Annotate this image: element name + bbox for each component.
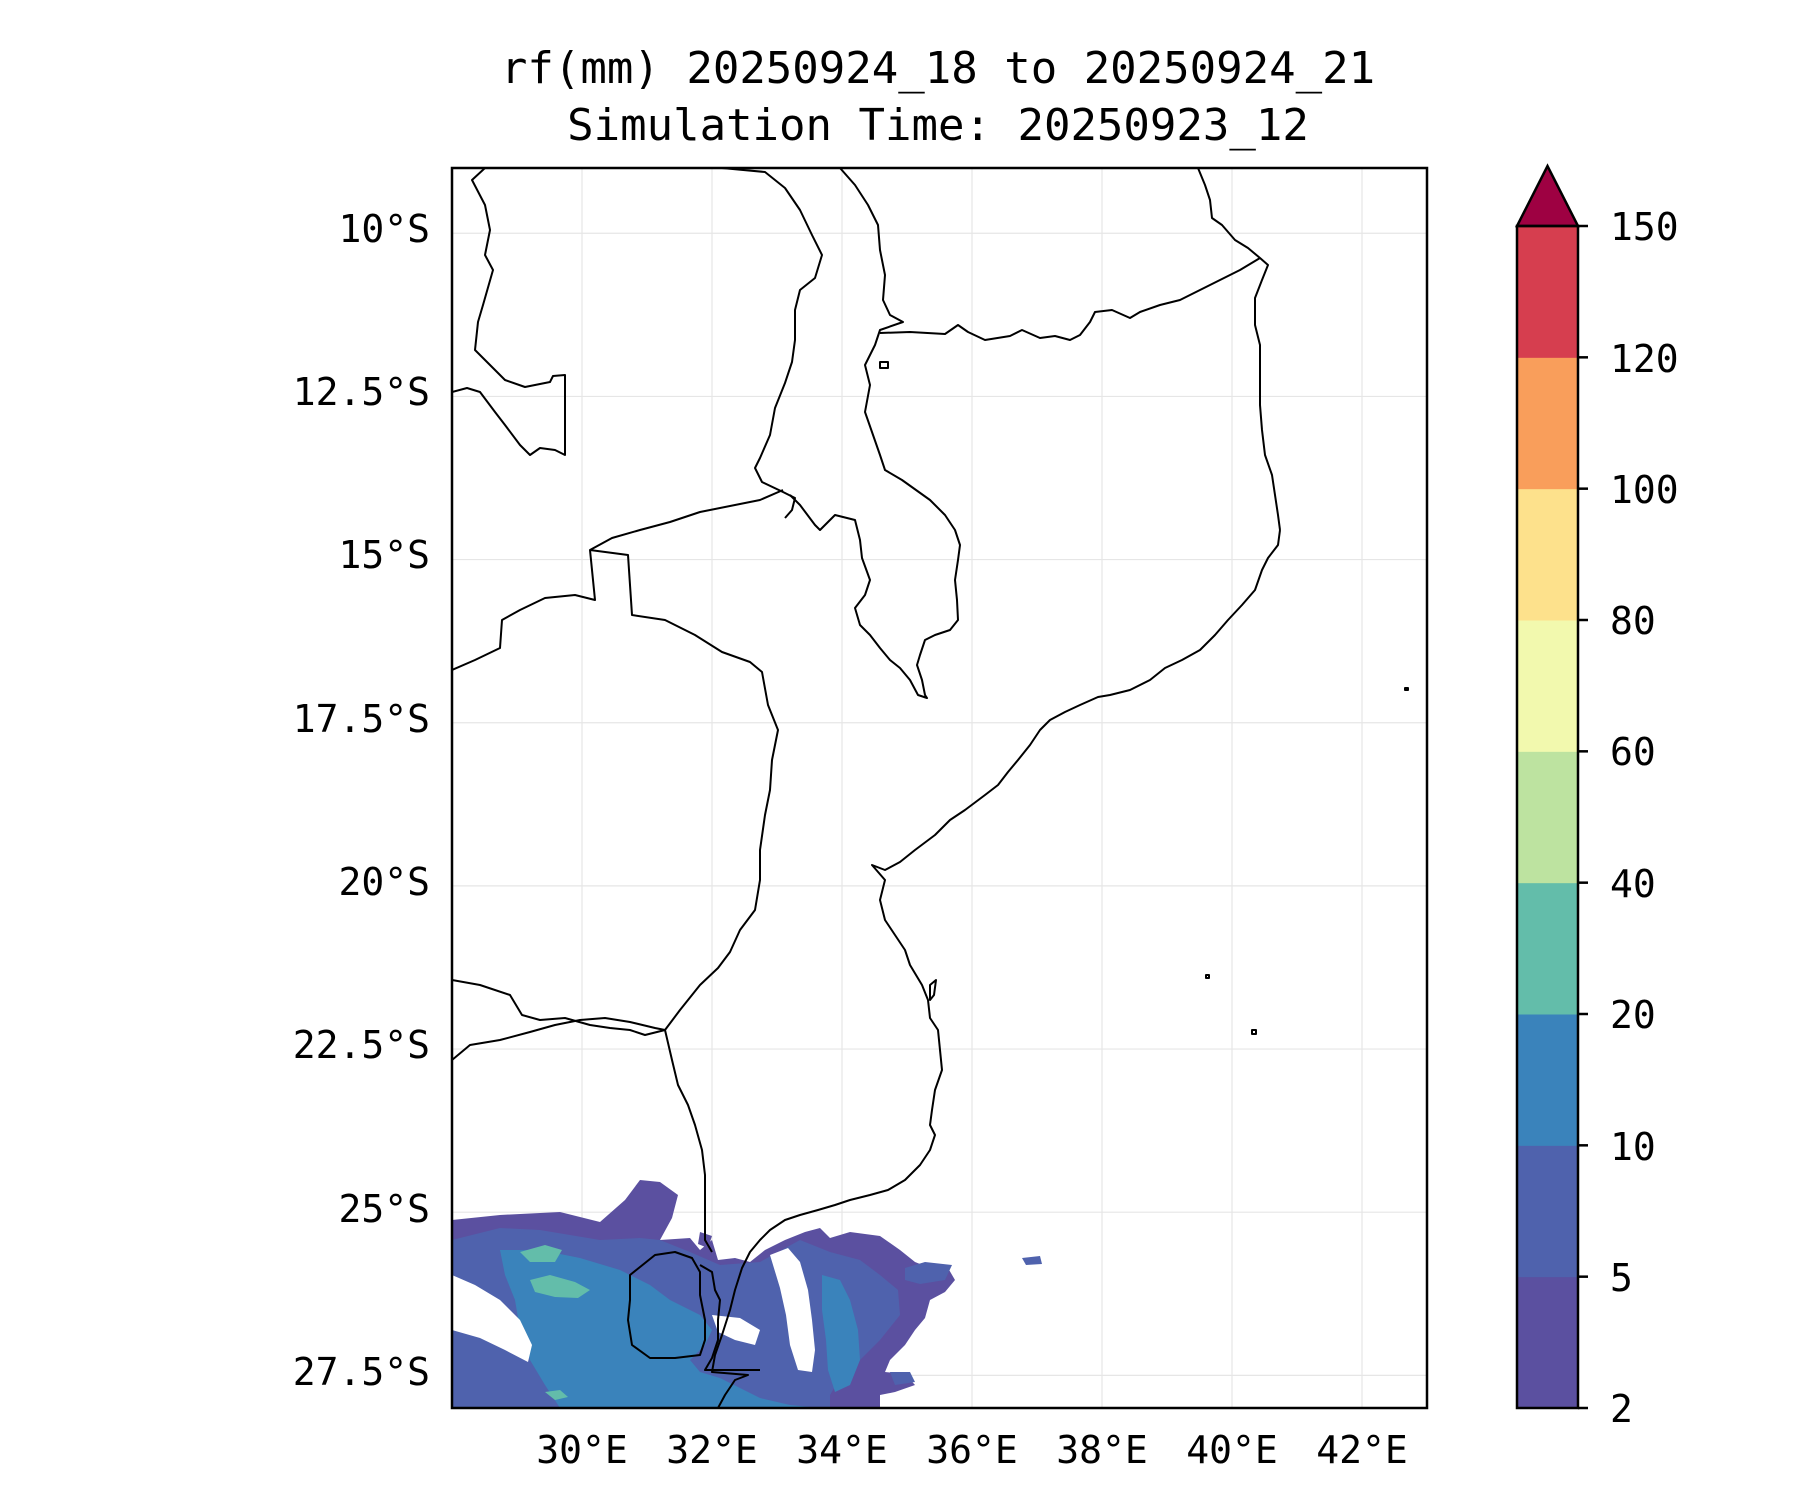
colorbar-label-120: 120 — [1610, 337, 1679, 381]
bassas-da-india-dot — [1205, 974, 1210, 979]
rainfall-field — [452, 1180, 1042, 1408]
lat-label-20s: 20°S — [338, 860, 430, 904]
rainfall-dry-central-pocket — [770, 1248, 815, 1372]
lon-label-38e: 38°E — [1056, 1428, 1148, 1472]
lat-label-15s: 15°S — [338, 533, 430, 577]
colorbar-band — [1517, 1014, 1578, 1146]
lat-label-25s: 25°S — [338, 1187, 430, 1231]
coast-mozambique — [711, 529, 1281, 1408]
lon-label-42e: 42°E — [1316, 1428, 1408, 1472]
colorbar-ticks — [1578, 224, 1588, 1410]
colorbar-label-2: 2 — [1610, 1387, 1633, 1431]
rainfall-colorbar: 2 5 10 20 40 60 80 100 120 150 — [1514, 163, 1679, 1431]
colorbar-frame — [1515, 224, 1580, 1410]
rainfall-blob-1 — [905, 1262, 952, 1284]
coastlines-and-borders — [452, 168, 1409, 1408]
comoros-dot — [1404, 687, 1409, 691]
colorbar-bands — [1517, 226, 1578, 1409]
colorbar-label-150: 150 — [1610, 205, 1679, 249]
colorbar-extend-arrow — [1514, 163, 1581, 228]
colorbar-band — [1517, 882, 1578, 1015]
rainfall-core-20-40mm-a — [520, 1245, 562, 1262]
border-tanzania-zambia-malawi — [721, 168, 823, 519]
border-zimbabwe-mozambique — [589, 549, 779, 1031]
lat-label-27-5s: 27.5°S — [293, 1350, 430, 1394]
colorbar-label-60: 60 — [1610, 730, 1656, 774]
map-panel: 10°S 12.5°S 15°S 17.5°S 20°S 22.5°S 25°S… — [293, 166, 1429, 1472]
rainfall-dry-lowveld-pocket — [712, 1315, 760, 1345]
border-south-africa-mozambique-south — [699, 1264, 760, 1371]
colorbar-band — [1517, 620, 1578, 752]
lon-label-30e: 30°E — [536, 1428, 628, 1472]
lat-label-12-5s: 12.5°S — [293, 370, 430, 414]
rainfall-blob-3 — [890, 1372, 915, 1385]
colorbar-band — [1517, 488, 1578, 621]
lat-label-10s: 10°S — [338, 207, 430, 251]
border-botswana-zimbabwe — [452, 979, 666, 1036]
colorbar-label-5: 5 — [1610, 1256, 1633, 1300]
map-title-line-1: rf(mm) 20250924_18 to 20250924_21 — [501, 43, 1375, 94]
border-eswatini — [627, 1251, 706, 1359]
colorbar-band — [1517, 751, 1578, 884]
lon-label-36e: 36°E — [926, 1428, 1018, 1472]
colorbar-band — [1517, 226, 1578, 358]
lat-label-17-5s: 17.5°S — [293, 697, 430, 741]
rainfall-dry-west-pocket — [452, 1275, 532, 1362]
coast-tanzania — [1197, 168, 1281, 531]
rainfall-core-20-40mm-c — [545, 1390, 568, 1400]
border-zambia-malawi-mozambique — [452, 489, 784, 671]
lake-malawi-island-dot — [879, 361, 889, 369]
europa-island-dot — [1251, 1029, 1257, 1035]
colorbar-label-80: 80 — [1610, 599, 1656, 643]
lat-label-22-5s: 22.5°S — [293, 1023, 430, 1067]
colorbar-band — [1517, 1276, 1578, 1409]
border-malawi-east — [789, 168, 961, 699]
border-tanzania-mozambique — [879, 257, 1261, 341]
lon-label-32e: 32°E — [666, 1428, 758, 1472]
bazaruto-island — [929, 979, 937, 1001]
colorbar-label-40: 40 — [1610, 862, 1656, 906]
rainfall-core-20-40mm-b — [530, 1275, 590, 1298]
colorbar-label-10: 10 — [1610, 1125, 1656, 1169]
map-gridlines — [452, 168, 1427, 1408]
lon-label-34e: 34°E — [796, 1428, 888, 1472]
latitude-tick-labels: 10°S 12.5°S 15°S 17.5°S 20°S 22.5°S 25°S… — [293, 207, 430, 1394]
colorbar-label-100: 100 — [1610, 468, 1679, 512]
map-title-line-2: Simulation Time: 20250923_12 — [567, 100, 1309, 151]
rainfall-blob-2 — [1022, 1256, 1042, 1265]
rainfall-area-10-20mm-east — [822, 1275, 860, 1392]
map-frame — [450, 166, 1429, 1410]
colorbar-label-20: 20 — [1610, 993, 1656, 1037]
longitude-tick-labels: 30°E 32°E 34°E 36°E 38°E 40°E 42°E — [536, 1428, 1408, 1472]
colorbar-band — [1517, 357, 1578, 490]
map-background — [452, 168, 1427, 1408]
lon-label-40e: 40°E — [1186, 1428, 1278, 1472]
colorbar-band — [1517, 1145, 1578, 1278]
border-zambia-drc — [452, 168, 566, 456]
colorbar-tick-labels: 2 5 10 20 40 60 80 100 120 150 — [1610, 205, 1679, 1431]
border-south-africa-zimbabwe — [452, 1017, 713, 1253]
